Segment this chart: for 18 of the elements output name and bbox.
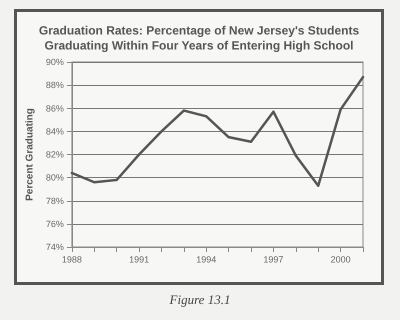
- x-tick-label: 1994: [196, 254, 216, 264]
- y-tick-label: 90%: [46, 57, 64, 67]
- x-tick-label: 1997: [263, 254, 284, 264]
- x-tick-label: 2000: [330, 254, 351, 264]
- y-tick-label: 84%: [46, 126, 64, 136]
- y-tick-label: 76%: [46, 218, 64, 229]
- y-tick-label: 82%: [46, 150, 64, 160]
- chart-title: Graduation Rates: Percentage of New Jersey's Students Graduating Within Four Years of Entering High School: [38, 24, 360, 52]
- caption: Figure 13.1: [168, 292, 232, 308]
- x-tick-label: 1991: [129, 254, 150, 264]
- y-tick-label: 86%: [46, 103, 64, 114]
- y-tick-label: 74%: [46, 242, 64, 252]
- y-tick-label: 80%: [46, 172, 64, 183]
- y-tick-label: 88%: [46, 80, 64, 90]
- line-series: [70, 76, 364, 187]
- y-axis-title: Percent Graduating: [24, 108, 36, 201]
- y-tick-label: 78%: [46, 196, 64, 206]
- x-tick-label: 1988: [62, 254, 82, 264]
